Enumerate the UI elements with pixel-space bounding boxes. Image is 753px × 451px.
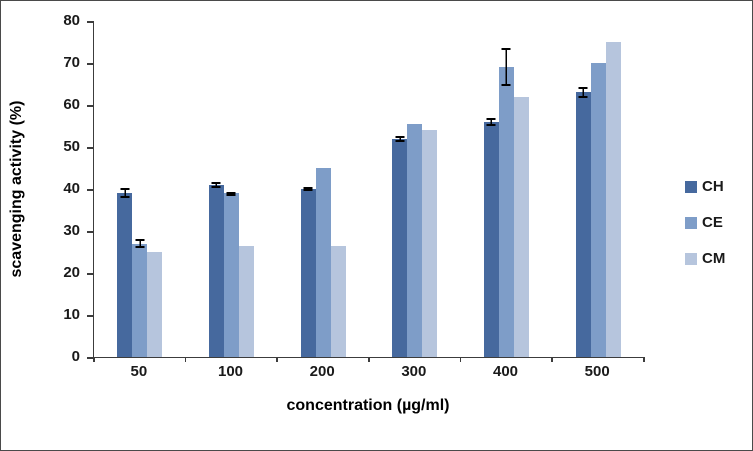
- legend-swatch-cm: [685, 252, 697, 265]
- bar-ch-500: [575, 86, 591, 357]
- x-tick-label-400: 400: [493, 363, 519, 380]
- bar-group-500: [575, 42, 621, 357]
- bar-ce-100: [223, 191, 239, 357]
- bar-group-50: [117, 188, 163, 357]
- error-bar-ce-100: [226, 191, 236, 196]
- y-tick-label-40: 40: [63, 180, 80, 197]
- error-bar-ch-300: [395, 135, 405, 142]
- bar-ce-400: [498, 48, 514, 357]
- bar-cm-400: [513, 96, 529, 357]
- bar-group-300: [392, 123, 438, 357]
- error-bar-ch-50: [120, 188, 130, 199]
- x-tick-mark: [459, 357, 462, 362]
- x-tick-label-200: 200: [309, 363, 335, 380]
- bar-ce-50: [132, 239, 148, 357]
- x-axis-labels: 50 100 200 300 400 500: [93, 363, 643, 380]
- x-tick-label-50: 50: [130, 363, 148, 380]
- bar-group-200: [300, 168, 346, 357]
- legend-item-ce: CE: [685, 214, 725, 231]
- x-tick-mark: [184, 357, 187, 362]
- y-tick-mark: [87, 357, 93, 359]
- legend-label-ce: CE: [702, 214, 723, 231]
- x-tick-mark: [93, 357, 95, 362]
- error-bar-ce-50: [135, 239, 145, 248]
- bar-ch-400: [483, 117, 499, 357]
- x-tick-label-500: 500: [584, 363, 610, 380]
- bar-cm-50: [147, 252, 163, 357]
- bar-ch-100: [208, 181, 224, 357]
- x-tick-mark: [276, 357, 278, 362]
- bar-group-400: [483, 48, 529, 357]
- y-tick-mark: [87, 189, 93, 191]
- y-tick-mark: [87, 315, 93, 317]
- y-tick-label-60: 60: [63, 96, 80, 113]
- y-tick-label-70: 70: [63, 54, 80, 71]
- legend-swatch-ce: [685, 216, 697, 229]
- x-tick-label-300: 300: [401, 363, 427, 380]
- y-tick-mark: [87, 105, 93, 107]
- bar-cm-500: [605, 42, 621, 357]
- legend: CH CE CM: [685, 178, 725, 267]
- legend-swatch-ch: [685, 180, 697, 193]
- y-tick-label-0: 0: [71, 348, 80, 365]
- error-bar-ch-500: [578, 86, 588, 99]
- bar-ch-50: [117, 188, 133, 357]
- y-tick-label-50: 50: [63, 138, 80, 155]
- bar-group-100: [208, 181, 254, 357]
- legend-item-cm: CM: [685, 250, 725, 267]
- y-tick-label-10: 10: [63, 306, 80, 323]
- x-tick-mark: [551, 357, 553, 362]
- x-axis-title: concentration (µg/ml): [286, 397, 450, 414]
- x-tick-mark: [368, 357, 370, 362]
- bar-cm-200: [330, 245, 346, 357]
- error-bar-ch-200: [303, 186, 313, 192]
- bar-ce-500: [590, 63, 606, 357]
- x-tick-label-100: 100: [217, 363, 244, 380]
- bar-ce-200: [315, 168, 331, 357]
- bar-ce-300: [407, 123, 423, 357]
- error-bar-ch-400: [486, 117, 496, 127]
- y-tick-label-80: 80: [63, 12, 80, 29]
- y-tick-mark: [87, 147, 93, 149]
- legend-label-ch: CH: [702, 178, 724, 195]
- plot-area: [93, 21, 644, 358]
- bar-cm-300: [422, 130, 438, 357]
- error-bar-ce-400: [501, 48, 511, 87]
- error-bar-ch-100: [211, 181, 221, 188]
- y-tick-mark: [87, 273, 93, 275]
- bar-ch-300: [392, 135, 408, 357]
- y-tick-label-30: 30: [63, 222, 80, 239]
- y-tick-mark: [87, 21, 93, 23]
- y-tick-mark: [87, 63, 93, 65]
- bar-ch-200: [300, 186, 316, 357]
- bar-cm-100: [238, 245, 254, 357]
- legend-item-ch: CH: [685, 178, 725, 195]
- y-tick-mark: [87, 231, 93, 233]
- legend-label-cm: CM: [702, 250, 726, 267]
- x-tick-mark: [643, 357, 645, 362]
- y-tick-label-20: 20: [63, 264, 80, 281]
